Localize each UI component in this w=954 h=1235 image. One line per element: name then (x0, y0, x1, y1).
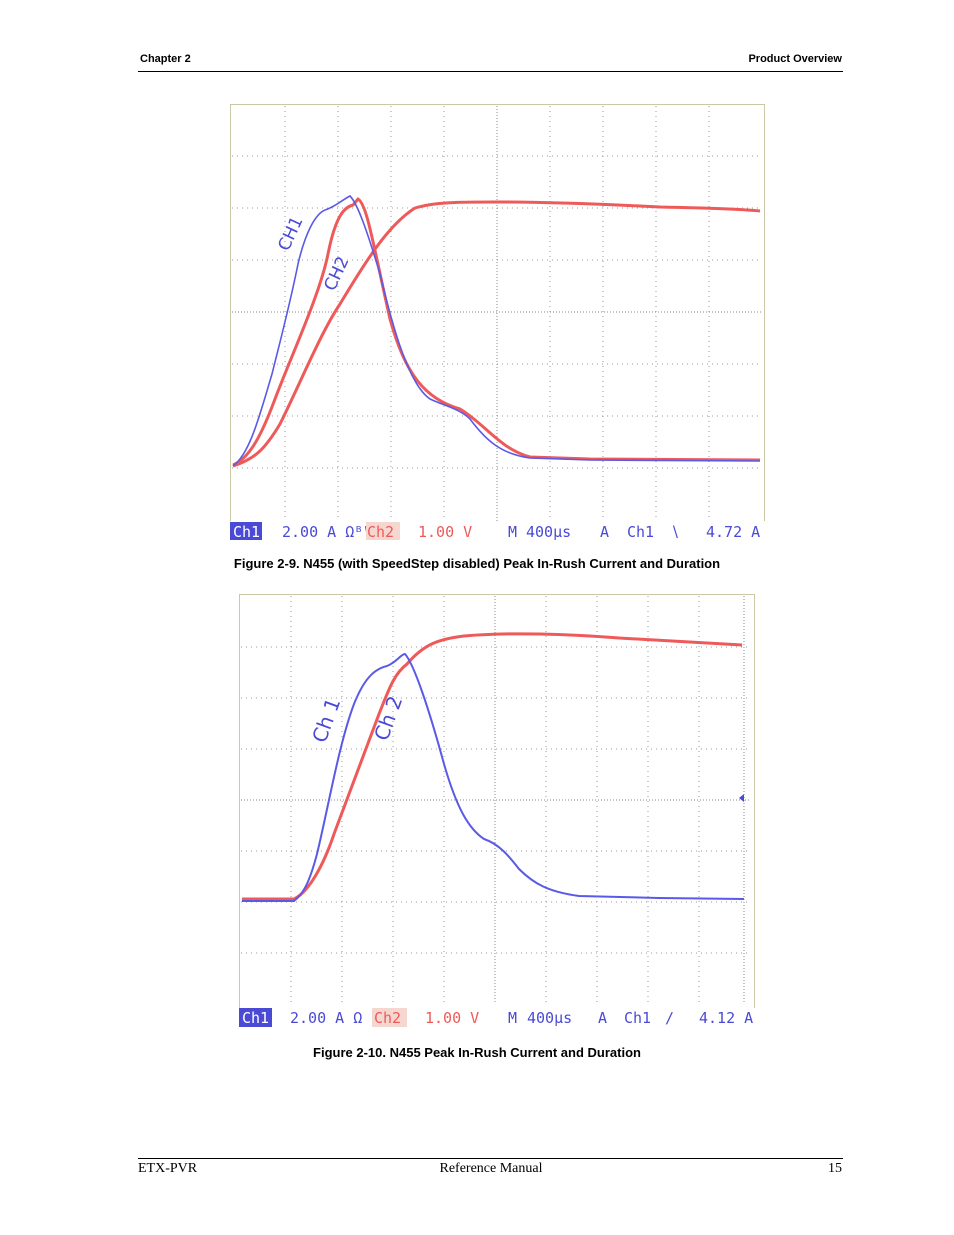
ch2-status-tag: Ch2 (367, 523, 394, 541)
trigger-level: 4.72 A (706, 523, 760, 541)
footer-product: ETX-PVR (138, 1161, 198, 1176)
footer-page-number: 15 (828, 1161, 842, 1176)
ch1-status-tag: Ch1 (233, 523, 260, 541)
ch2-scale: 1.00 V (418, 523, 472, 541)
timebase-value: 400μs (527, 1009, 572, 1027)
header-rule (138, 71, 843, 72)
timebase-tag: M (508, 523, 517, 541)
ch2-scale: 1.00 V (425, 1009, 479, 1027)
trigger-source: Ch1 (624, 1009, 651, 1027)
ch1-scale: 2.00 A Ω (290, 1009, 362, 1027)
trigger-slope-icon: ∖ (670, 523, 680, 541)
footer-rule (138, 1158, 843, 1159)
footer-manual-title: Reference Manual (439, 1161, 543, 1176)
figure-2-10-caption: Figure 2-10. N455 Peak In-Rush Current a… (313, 1045, 641, 1060)
timebase-tag: M (508, 1009, 517, 1027)
trigger-tag: A (600, 523, 609, 541)
timebase-value: 400μs (526, 523, 571, 541)
trigger-source: Ch1 (627, 523, 654, 541)
ch1-scale: 2.00 A Ωᴮᵂ (282, 523, 372, 541)
figure-2-9-caption: Figure 2-9. N455 (with SpeedStep disable… (233, 556, 721, 571)
trigger-level: 4.12 A (699, 1009, 753, 1027)
oscilloscope-figure-2-9: CH1 CH2 Ch1 2.00 A Ωᴮᵂ Ch2 1.00 V M 400μ… (230, 104, 765, 541)
trigger-tag: A (598, 1009, 607, 1027)
oscilloscope-figure-2-10: Ch 1 Ch 2 Ch1 2.00 A Ω Ch2 1.00 V M 400μ… (239, 594, 755, 1029)
trigger-slope-icon: ∕ (665, 1009, 674, 1027)
ch1-status-tag: Ch1 (242, 1009, 269, 1027)
ch2-status-tag: Ch2 (374, 1009, 401, 1027)
header-section: Product Overview (748, 53, 842, 65)
header-chapter: Chapter 2 (140, 53, 191, 65)
